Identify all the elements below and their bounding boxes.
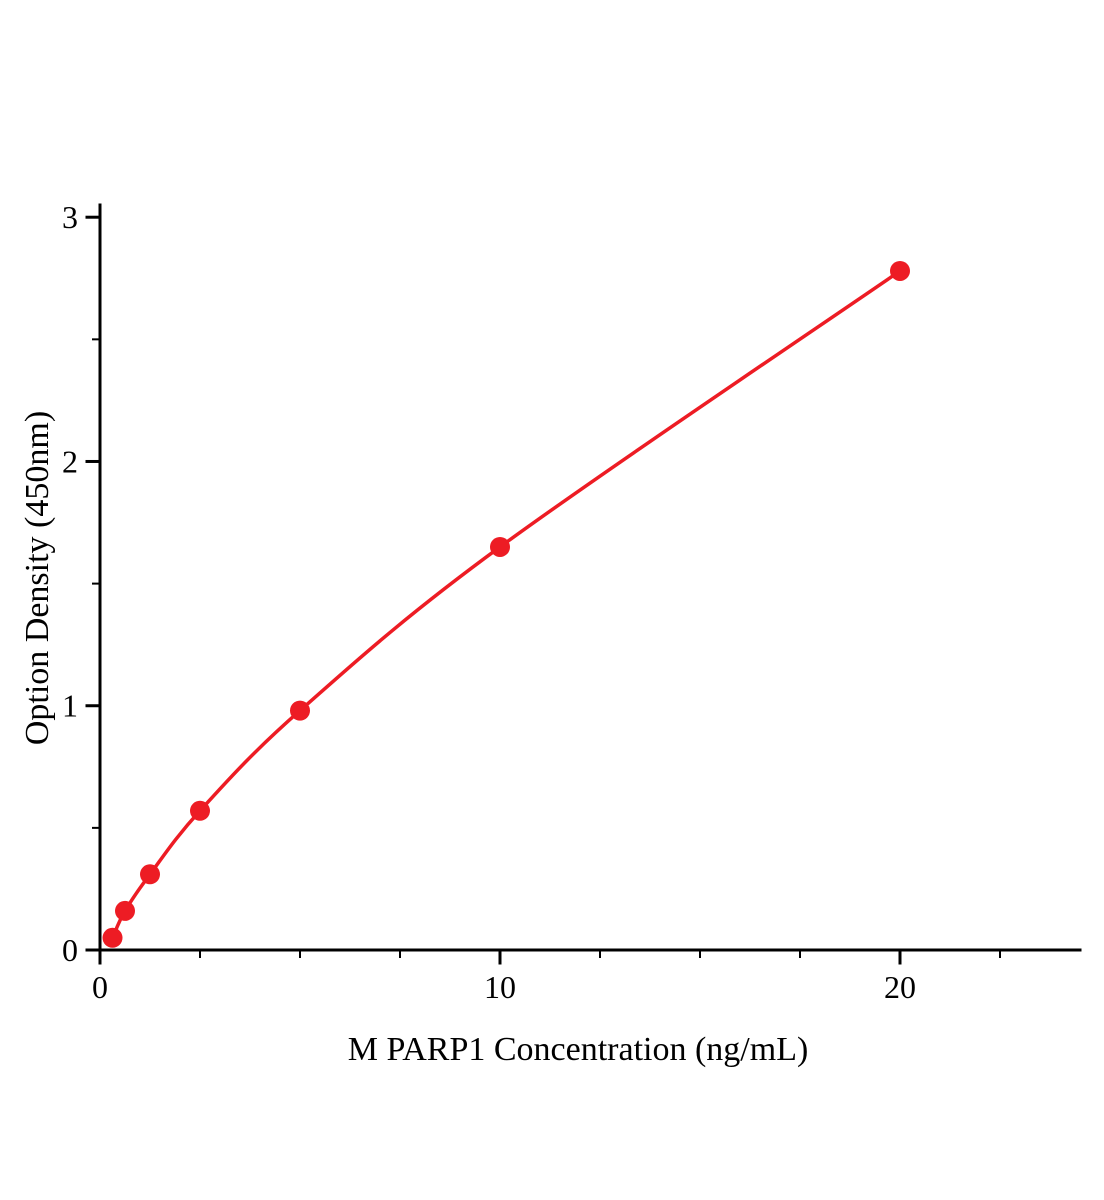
data-point (102, 927, 123, 948)
data-point (190, 800, 210, 821)
y-tick-label: 0 (62, 932, 78, 968)
y-tick-label: 2 (62, 443, 78, 479)
x-tick-label: 20 (884, 969, 916, 1005)
x-tick-label: 0 (92, 969, 108, 1005)
data-point (115, 900, 135, 921)
data-point (490, 536, 510, 557)
tick-labels: 0 10 20 0 1 2 3 (62, 199, 916, 1005)
y-tick-label: 1 (62, 688, 78, 724)
x-tick-label: 10 (484, 969, 516, 1005)
axes (85, 203, 1082, 965)
data-points (102, 260, 910, 948)
y-tick-label: 3 (62, 199, 78, 235)
data-point (890, 260, 910, 281)
data-point (290, 700, 310, 721)
data-point (140, 864, 160, 885)
